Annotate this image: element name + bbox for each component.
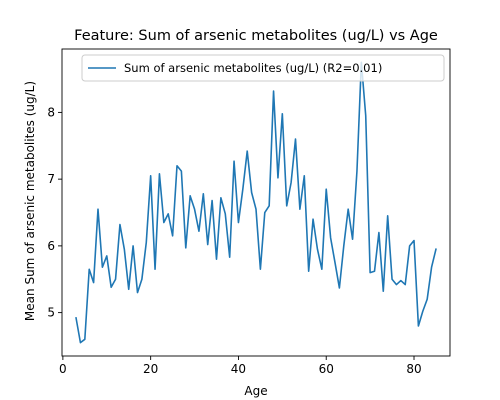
x-tick-label: 40	[231, 362, 246, 376]
chart-title: Feature: Sum of arsenic metabolites (ug/…	[74, 28, 438, 44]
series-line-0	[75, 61, 437, 344]
plot-area: 0 20 40 60 80 5 6 7 8	[47, 48, 451, 376]
y-tick-label: 7	[47, 172, 55, 186]
axes-frame	[61, 48, 451, 357]
y-tick-label: 5	[47, 306, 55, 320]
x-tick-label: 0	[59, 362, 67, 376]
y-tick-label: 8	[47, 105, 55, 119]
x-tick-label: 60	[319, 362, 334, 376]
x-tick-label: 20	[143, 362, 158, 376]
legend-label: Sum of arsenic metabolites (ug/L) (R2=0.…	[124, 61, 382, 75]
legend: Sum of arsenic metabolites (ug/L) (R2=0.…	[81, 54, 445, 82]
y-axis-label: Mean Sum of arsenic metabolites (ug/L)	[23, 81, 37, 321]
y-tick-label: 6	[47, 239, 55, 253]
legend-box	[81, 54, 445, 82]
x-tick-label: 80	[406, 362, 421, 376]
x-axis-label: Age	[244, 384, 267, 398]
